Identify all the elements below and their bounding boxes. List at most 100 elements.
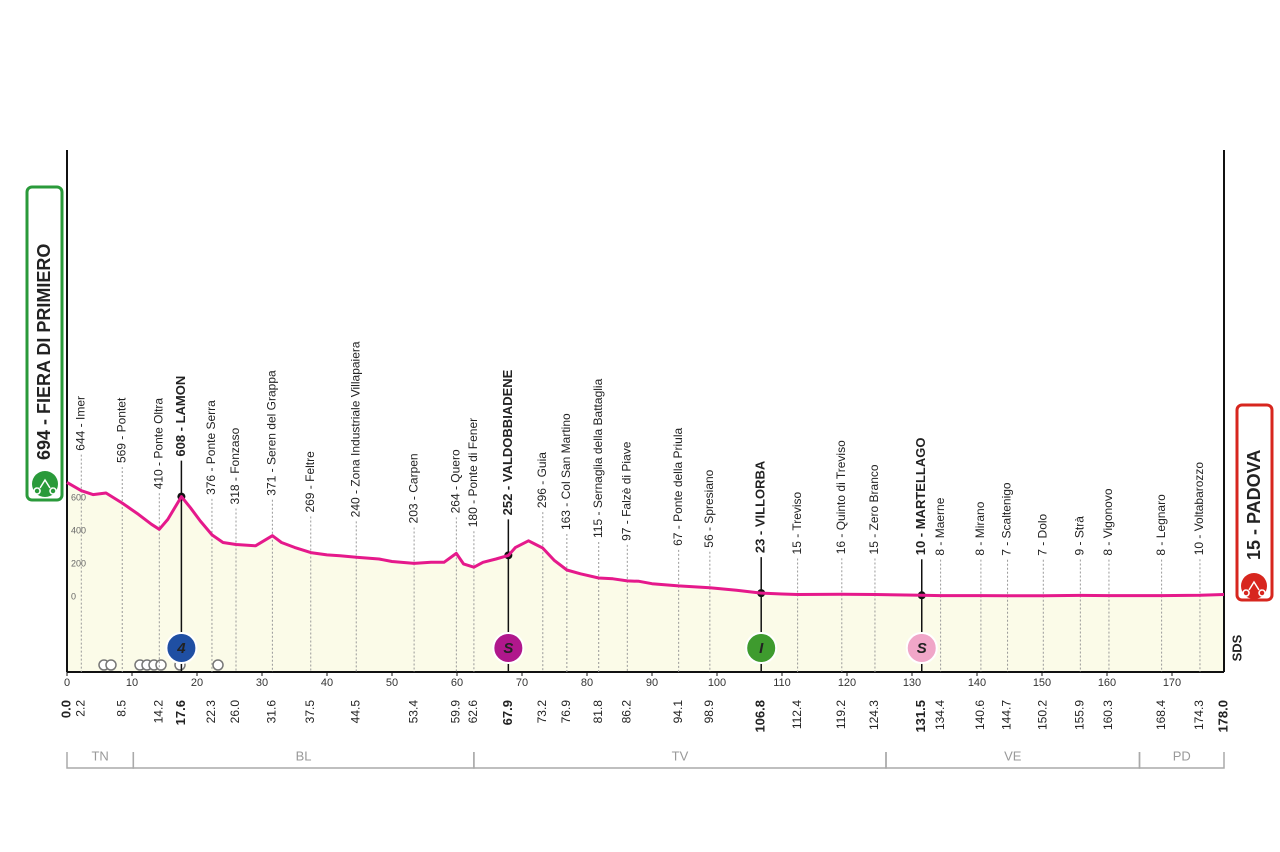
finish-box bbox=[1235, 403, 1274, 602]
marker-label: S bbox=[917, 640, 927, 657]
x-tick-label: 160 bbox=[1098, 677, 1116, 689]
y-tick-label: 600 bbox=[71, 492, 86, 502]
waypoint-label: 7 - Dolo bbox=[1035, 513, 1049, 555]
km-label: 124.3 bbox=[867, 700, 881, 730]
waypoint-label: 97 - Falzè di Piave bbox=[619, 441, 633, 541]
waypoint-label: 9 - Strà bbox=[1073, 516, 1087, 556]
start-icon-bike bbox=[33, 478, 57, 495]
km-label: 59.9 bbox=[449, 700, 463, 724]
km-label: 174.3 bbox=[1192, 700, 1206, 730]
start-box bbox=[25, 185, 64, 502]
waypoint-label: 23 - VILLORBA bbox=[753, 460, 768, 553]
waypoint-label: 8 - Maerne bbox=[933, 497, 947, 555]
waypoint-label: 8 - Mirano bbox=[973, 501, 987, 555]
x-tick-label: 130 bbox=[903, 677, 921, 689]
province-label: PD bbox=[1173, 748, 1191, 763]
km-label: 98.9 bbox=[702, 700, 716, 724]
x-tick-label: 110 bbox=[773, 677, 791, 689]
marker bbox=[492, 632, 525, 664]
km-label: 168.4 bbox=[1154, 700, 1168, 730]
x-tick-label: 60 bbox=[451, 677, 463, 689]
km-label: 2.2 bbox=[73, 700, 87, 717]
km-label: 131.5 bbox=[913, 700, 928, 733]
profile-area bbox=[67, 482, 1224, 672]
profile-line bbox=[66, 481, 1225, 598]
start-label: 694 - FIERA DI PRIMIERO bbox=[34, 244, 54, 460]
finish-icon-bike bbox=[1242, 580, 1266, 597]
x-tick-label: 90 bbox=[646, 677, 658, 689]
x-tick-label: 170 bbox=[1163, 677, 1181, 689]
x-tick-label: 70 bbox=[516, 677, 528, 689]
waypoint-label: 180 - Ponte di Fener bbox=[466, 418, 480, 527]
x-tick-label: 100 bbox=[708, 677, 726, 689]
marker bbox=[745, 632, 778, 664]
waypoint-label: 296 - Guia bbox=[535, 452, 549, 508]
km-label: 119.2 bbox=[834, 700, 848, 729]
x-tick-label: 30 bbox=[256, 677, 268, 689]
waypoint-label: 115 - Sernaglia della Battaglia bbox=[591, 378, 605, 538]
x-tick-label: 120 bbox=[838, 677, 856, 689]
icon bbox=[212, 659, 224, 671]
waypoint-label: 8 - Vigonovo bbox=[1101, 488, 1115, 555]
finish-icon bbox=[1241, 573, 1267, 599]
province-label: BL bbox=[296, 748, 312, 763]
waypoint-label: 16 - Quinto di Treviso bbox=[834, 440, 848, 554]
province-bracket bbox=[1138, 752, 1225, 769]
start-icon bbox=[32, 471, 58, 497]
waypoint-label: 7 - Scaltenigo bbox=[1000, 482, 1014, 556]
marker bbox=[165, 632, 198, 664]
x-tick-label: 50 bbox=[386, 677, 398, 689]
km-label: 155.9 bbox=[1073, 700, 1087, 730]
province-label: TV bbox=[672, 748, 689, 763]
background bbox=[67, 482, 1224, 672]
x-tick-label: 80 bbox=[581, 677, 593, 689]
km-label: 178.0 bbox=[1215, 700, 1230, 733]
km-label: 31.6 bbox=[265, 700, 279, 724]
km-label: 140.6 bbox=[973, 700, 987, 730]
km-label: 37.5 bbox=[303, 700, 317, 724]
waypoint-label: 608 - LAMON bbox=[173, 376, 188, 457]
waypoint-label: 8 - Legnaro bbox=[1154, 494, 1168, 556]
waypoint-label: 67 - Ponte della Priula bbox=[671, 427, 685, 545]
marker-label: 4 bbox=[176, 640, 186, 657]
km-label: 8.5 bbox=[114, 700, 128, 717]
km-label: 112.4 bbox=[790, 700, 804, 729]
km-label: 17.6 bbox=[173, 700, 188, 725]
x-tick-label: 40 bbox=[321, 677, 333, 689]
y-tick-label: 400 bbox=[71, 525, 86, 535]
y-tick-label: 0 bbox=[71, 591, 76, 601]
x-tick-label: 0 bbox=[64, 677, 70, 689]
km-label: 81.8 bbox=[591, 700, 605, 724]
km-label: 14.2 bbox=[151, 700, 165, 724]
waypoint-label: 569 - Pontet bbox=[114, 397, 128, 463]
km-label: 150.2 bbox=[1035, 700, 1049, 730]
waypoint-label: 240 - Zona Industriale Villapaiera bbox=[348, 341, 362, 517]
km-label: 44.5 bbox=[348, 700, 362, 724]
km-label: 94.1 bbox=[671, 700, 685, 724]
km-label: 134.4 bbox=[933, 700, 947, 730]
finish-label: 15 - PADOVA bbox=[1244, 450, 1264, 560]
y-tick-label: 200 bbox=[71, 558, 86, 568]
km-label: 26.0 bbox=[228, 700, 242, 724]
x-tick-label: 20 bbox=[191, 677, 203, 689]
sds-label: SDS bbox=[1229, 634, 1244, 661]
marker-label: I bbox=[759, 640, 764, 657]
x-tick-label: 10 bbox=[126, 677, 138, 689]
km-label: 67.9 bbox=[500, 700, 515, 725]
icon bbox=[105, 659, 117, 671]
province-label: TN bbox=[91, 748, 108, 763]
waypoint-label: 252 - VALDOBBIADENE bbox=[500, 369, 515, 515]
waypoint-label: 15 - Treviso bbox=[790, 491, 804, 554]
km-label: 53.4 bbox=[406, 700, 420, 724]
km-label: 73.2 bbox=[535, 700, 549, 724]
waypoint-label: 269 - Feltre bbox=[303, 451, 317, 513]
waypoint-label: 203 - Carpen bbox=[406, 453, 420, 523]
km-label: 0.0 bbox=[58, 700, 73, 718]
waypoint-label: 644 - Imer bbox=[73, 396, 87, 451]
waypoint-label: 410 - Ponte Oltra bbox=[151, 398, 165, 490]
marker-label: S bbox=[503, 640, 513, 657]
waypoint-label: 10 - Voltabarozzo bbox=[1192, 462, 1206, 556]
marker bbox=[905, 632, 938, 664]
waypoint-label: 15 - Zero Branco bbox=[867, 464, 881, 554]
